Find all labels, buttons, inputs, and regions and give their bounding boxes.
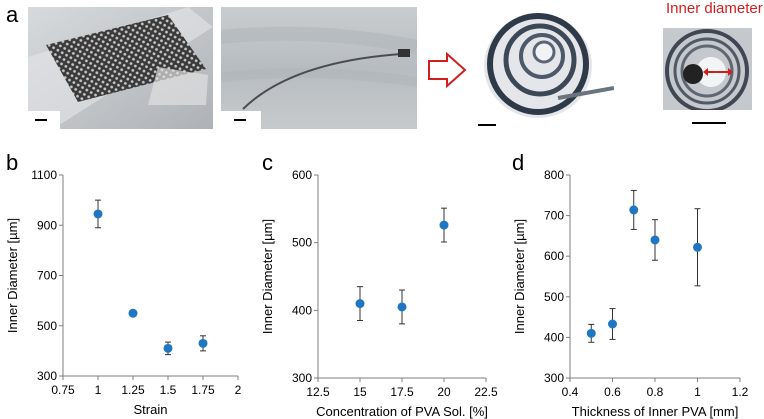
photo-inner-diameter — [663, 28, 752, 110]
scale-bar — [234, 119, 246, 121]
y-axis-label: Inner Diameter [µm] — [260, 219, 275, 334]
panel-label-b: b — [6, 150, 19, 175]
y-tick-label: 500 — [544, 290, 564, 304]
panel-label-a: a — [6, 2, 19, 27]
x-tick-label: 1.75 — [191, 383, 215, 397]
data-point — [608, 319, 617, 329]
chart-b: 300 500 700 900 1100 0.75 1 1.25 1.5 1.75 2 Strain I… — [5, 168, 242, 417]
data-point — [163, 343, 173, 353]
x-axis-label: Strain — [134, 402, 168, 417]
y-tick-label: 500 — [292, 236, 312, 250]
y-tick-label: 300 — [37, 369, 57, 383]
y-tick-label: 900 — [37, 218, 57, 232]
chart-d: 300 400 500 600 700 800 0.4 0.6 0.8 1 1.2 Thickness… — [512, 168, 749, 419]
scale-bar — [35, 119, 47, 121]
y-tick-label: 500 — [37, 319, 57, 333]
photo-fiber-graphic — [221, 7, 417, 129]
inner-diameter-arrow-icon — [703, 68, 733, 76]
y-tick-label: 1100 — [31, 168, 57, 182]
y-axis-label: Inner Diameter [µm] — [512, 219, 527, 334]
x-tick-label: 1.2 — [732, 385, 749, 399]
x-tick-label: 0.8 — [647, 385, 664, 399]
data-point — [128, 308, 138, 318]
x-tick-label: 1.5 — [160, 383, 177, 397]
x-tick-label: 15 — [353, 385, 367, 399]
x-tick-label: 0.6 — [604, 385, 621, 399]
data-point — [693, 242, 702, 252]
photo-fiber — [221, 7, 417, 129]
y-tick-label: 600 — [544, 249, 564, 263]
y-tick-label: 600 — [292, 168, 312, 182]
data-point — [93, 209, 103, 219]
data-point — [397, 302, 407, 312]
inner-diameter-label: Inner diameter — [666, 0, 763, 17]
y-axis-label: Inner Diameter [µm] — [5, 218, 20, 333]
photo-scaffold-graphic — [28, 7, 213, 129]
y-tick-label: 400 — [544, 330, 564, 344]
photo-scaffold-on-glass — [28, 7, 213, 129]
x-tick-label: 17.5 — [390, 385, 414, 399]
panel-label-d: d — [512, 150, 525, 175]
photo-rolled-spiral — [478, 8, 614, 134]
y-tick-label: 400 — [292, 303, 312, 317]
x-tick-label: 12.5 — [306, 385, 330, 399]
x-axis-label: Thickness of Inner PVA [mm] — [572, 404, 739, 419]
y-tick-label: 300 — [292, 371, 312, 385]
y-tick-label: 800 — [544, 168, 564, 182]
y-tick-label: 700 — [544, 209, 564, 223]
x-tick-label: 1 — [95, 383, 102, 397]
x-tick-label: 22.5 — [474, 385, 498, 399]
x-tick-label: 20 — [437, 385, 451, 399]
photo-spiral-graphic — [478, 8, 614, 134]
x-tick-label: 2 — [235, 383, 242, 397]
x-tick-label: 0.75 — [51, 383, 75, 397]
panel-label-c: c — [262, 150, 273, 175]
data-point — [198, 338, 208, 348]
y-tick-label: 300 — [544, 371, 564, 385]
data-point — [586, 328, 596, 338]
scale-bar — [478, 124, 496, 126]
data-point — [629, 205, 639, 215]
x-tick-label: 0.4 — [562, 385, 579, 399]
scale-bar — [692, 122, 726, 124]
data-point — [355, 299, 365, 309]
x-tick-label: 1 — [694, 385, 701, 399]
x-axis-label: Concentration of PVA Sol. [%] — [316, 404, 488, 419]
process-arrow-icon — [428, 52, 467, 88]
data-point — [650, 235, 660, 245]
chart-c: 300 400 500 600 12.5 15 17.5 20 22.5 Concentratio… — [260, 168, 498, 419]
data-point — [439, 220, 449, 230]
y-tick-label: 700 — [37, 269, 57, 283]
x-tick-label: 1.25 — [121, 383, 145, 397]
